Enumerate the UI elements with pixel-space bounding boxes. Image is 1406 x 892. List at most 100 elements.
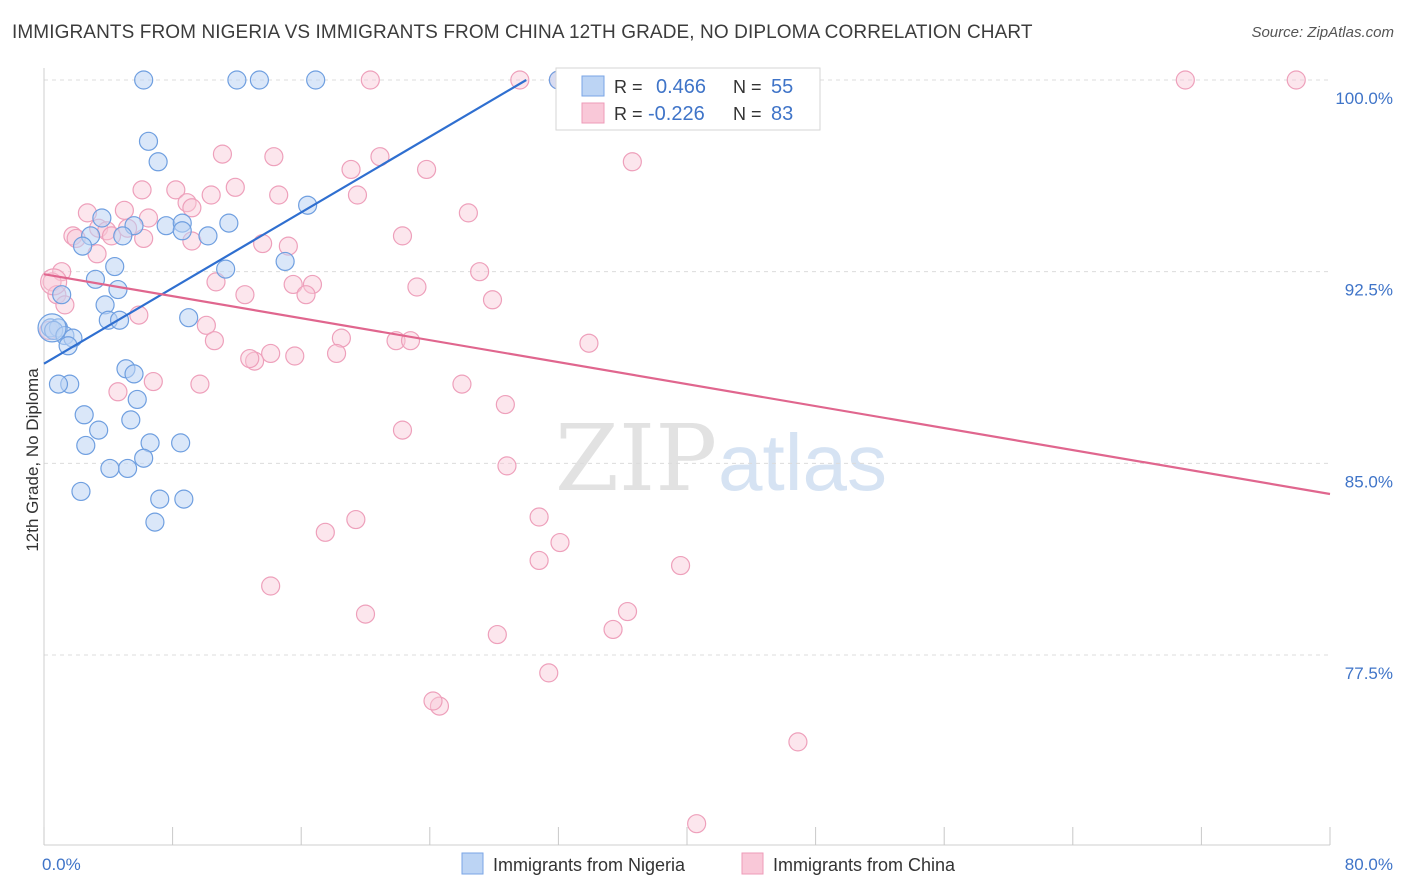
y-tick-label: 92.5% <box>1345 281 1393 300</box>
nigeria-point <box>105 256 125 277</box>
y-tick-label: 100.0% <box>1335 89 1393 108</box>
china-point <box>269 185 289 205</box>
china-point <box>347 185 368 205</box>
bottom-legend-swatch-nigeria <box>461 852 484 875</box>
china-point <box>487 624 507 645</box>
china-point <box>182 198 202 218</box>
china-point <box>225 177 245 197</box>
nigeria-point <box>227 70 247 90</box>
china-trend-line <box>43 273 1331 496</box>
y-tick-labels: 77.5% 85.0% 92.5% 100.0% <box>1335 89 1393 683</box>
china-point <box>341 159 361 180</box>
watermark-zip: ZIP <box>555 405 717 512</box>
nigeria-point <box>113 226 133 246</box>
legend: R = 0.466 N = 55 R = -0.226 N = 83 <box>555 67 821 131</box>
china-point <box>201 185 221 205</box>
china-point <box>285 346 305 366</box>
china-point <box>497 456 517 476</box>
china-point <box>529 507 549 527</box>
nigeria-point <box>171 433 191 453</box>
china-point <box>458 203 478 223</box>
nigeria-point <box>89 420 109 440</box>
chart-title: IMMIGRANTS FROM NIGERIA VS IMMIGRANTS FR… <box>12 22 1033 43</box>
china-point <box>579 333 599 353</box>
nigeria-point <box>156 216 176 236</box>
china-point <box>204 331 224 351</box>
bottom-legend-china: Immigrants from China <box>773 855 956 875</box>
china-point <box>143 371 163 392</box>
china-point <box>346 509 366 530</box>
china-point <box>108 382 128 402</box>
y-axis-title: 12th Grade, No Diploma <box>23 368 42 552</box>
china-point <box>400 331 421 351</box>
nigeria-point <box>121 410 141 430</box>
china-point <box>482 290 503 310</box>
nigeria-point <box>124 364 144 384</box>
china-point <box>196 315 216 335</box>
legend-n-label-2: N = <box>733 104 762 124</box>
china-point <box>212 144 233 164</box>
china-point <box>539 663 559 683</box>
nigeria-point <box>216 259 236 279</box>
china-point <box>132 180 152 200</box>
china-point <box>670 555 691 576</box>
nigeria-point <box>85 269 106 289</box>
nigeria-point <box>148 152 168 172</box>
nigeria-point <box>108 279 128 300</box>
china-point <box>687 814 707 834</box>
nigeria-point <box>117 458 138 479</box>
nigeria-point-large <box>37 313 67 343</box>
china-point <box>326 343 347 364</box>
china-point <box>392 420 413 440</box>
nigeria-point <box>306 70 326 90</box>
legend-r-label-2: R = <box>614 104 643 124</box>
nigeria-point <box>76 435 96 456</box>
china-point <box>617 601 638 622</box>
nigeria-point <box>145 512 165 532</box>
watermark-atlas: atlas <box>718 418 887 507</box>
legend-n-value-1: 55 <box>771 76 793 98</box>
legend-n-value-2: 83 <box>771 103 793 125</box>
nigeria-point <box>71 481 91 502</box>
china-point <box>423 691 443 711</box>
nigeria-point <box>172 221 192 241</box>
nigeria-point <box>58 336 78 356</box>
nigeria-point <box>275 251 295 272</box>
china-point <box>1286 70 1306 90</box>
legend-n-label-1: N = <box>733 77 762 97</box>
nigeria-point <box>150 489 170 509</box>
legend-swatch-china <box>581 102 605 124</box>
nigeria-point <box>134 448 154 468</box>
trend-lines <box>43 79 1331 496</box>
legend-r-label-1: R = <box>614 77 643 97</box>
china-point <box>360 70 380 90</box>
watermark: ZIP atlas <box>555 405 887 512</box>
china-point <box>253 233 273 254</box>
china-point <box>392 226 413 246</box>
china-point <box>331 328 351 348</box>
nigeria-point <box>298 195 318 215</box>
source-label: Source: ZipAtlas.com <box>1251 24 1394 41</box>
china-point <box>550 532 570 553</box>
china-point <box>315 522 335 542</box>
china-point <box>495 394 515 415</box>
bottom-legend: Immigrants from Nigeria Immigrants from … <box>461 852 956 875</box>
bottom-legend-swatch-china <box>741 852 764 875</box>
nigeria-point <box>92 208 112 228</box>
china-point <box>788 732 808 752</box>
nigeria-point <box>174 489 194 509</box>
china-point <box>114 200 134 220</box>
nigeria-points <box>37 70 636 532</box>
china-point <box>296 285 316 305</box>
china-point <box>261 576 281 596</box>
nigeria-point <box>219 213 239 233</box>
china-point <box>529 550 549 571</box>
y-tick-label: 77.5% <box>1345 664 1393 683</box>
bottom-legend-nigeria: Immigrants from Nigeria <box>493 855 686 875</box>
nigeria-point <box>100 458 120 479</box>
y-tick-label: 85.0% <box>1345 472 1393 491</box>
china-point <box>603 619 623 640</box>
nigeria-point <box>179 308 199 328</box>
china-point <box>1175 70 1195 90</box>
